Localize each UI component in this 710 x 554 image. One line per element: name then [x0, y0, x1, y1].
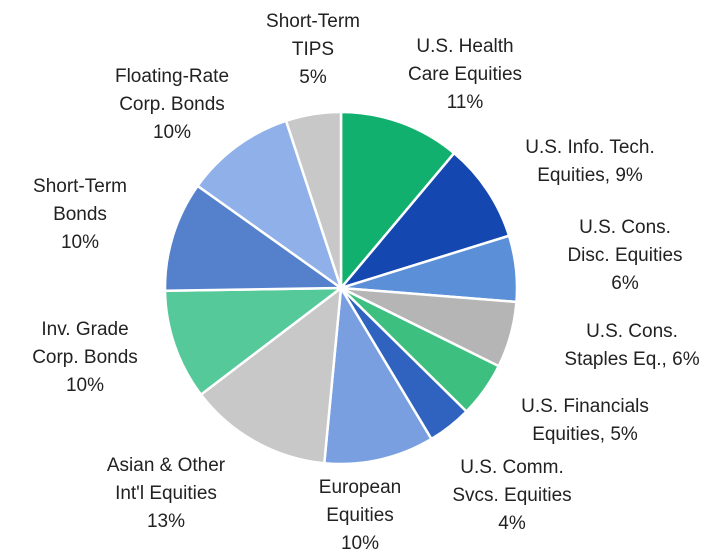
slice-label: U.S. Cons. Staples Eq., 6% [564, 321, 699, 370]
pie-slice [337, 151, 511, 291]
label-line: U.S. Financials [521, 396, 649, 417]
label-line: Equities [326, 505, 394, 526]
label-line: U.S. Cons. [579, 217, 671, 238]
value-label: 4% [498, 513, 526, 534]
slice-label: U.S. Financials Equities, 5% [521, 396, 649, 445]
label-line: Equities, [537, 165, 610, 186]
label-line: Corp. Bonds [32, 347, 138, 368]
label-line: Short-Term [266, 11, 360, 32]
slice-label: Short-Term TIPS 5% [266, 11, 360, 88]
pie-slice [163, 286, 345, 397]
label-line: European [319, 477, 401, 498]
value-label: 11% [447, 92, 484, 113]
label-line: Short-Term [33, 176, 127, 197]
value-label: 10% [153, 122, 191, 143]
label-line: U.S. Health [416, 36, 513, 57]
value-label: 10% [61, 232, 99, 253]
value-label: 9% [615, 165, 643, 186]
pie-slice [322, 284, 434, 466]
slice-label: U.S. Info. Tech. Equities, 9% [525, 137, 655, 186]
pie-slice [199, 285, 343, 465]
slice-label: U.S. Comm. Svcs. Equities 4% [452, 457, 571, 534]
value-label: 13% [147, 511, 185, 532]
label-line: Int'l Equities [115, 483, 217, 504]
label-line: Disc. Equities [567, 245, 682, 266]
value-label: 6% [672, 349, 700, 370]
slice-label: Inv. Grade Corp. Bonds 10% [32, 319, 138, 396]
label-line: Care Equities [408, 64, 522, 85]
slice-label: European Equities 10% [319, 477, 401, 554]
label-line: Equities, [532, 424, 605, 445]
pie-slice [195, 119, 344, 292]
slice-label: Short-Term Bonds 10% [33, 176, 127, 253]
slice-label: Asian & Other Int'l Equities 13% [107, 455, 226, 532]
slice-label: U.S. Health Care Equities 11% [408, 36, 522, 113]
label-line: U.S. Cons. [586, 321, 678, 342]
value-label: 10% [341, 533, 379, 554]
label-line: Inv. Grade [41, 319, 128, 340]
value-label: 6% [611, 273, 639, 294]
label-line: U.S. Comm. [460, 457, 563, 478]
label-line: U.S. Info. Tech. [525, 137, 655, 158]
pie-slice [163, 184, 345, 293]
slice-label: Floating-Rate Corp. Bonds 10% [115, 66, 229, 143]
label-line: Floating-Rate [115, 66, 229, 87]
label-line: Bonds [53, 204, 107, 225]
pie-slice [284, 110, 343, 289]
value-label: 5% [299, 67, 327, 88]
slice-label: U.S. Cons. Disc. Equities 6% [567, 217, 682, 294]
label-line: Staples Eq., [564, 349, 666, 370]
value-label: 5% [610, 424, 638, 445]
label-line: Svcs. Equities [452, 485, 571, 506]
value-label: 10% [66, 375, 104, 396]
label-line: Corp. Bonds [119, 94, 225, 115]
pie-slice [339, 110, 456, 292]
label-line: Asian & Other [107, 455, 226, 476]
label-line: TIPS [292, 39, 334, 60]
